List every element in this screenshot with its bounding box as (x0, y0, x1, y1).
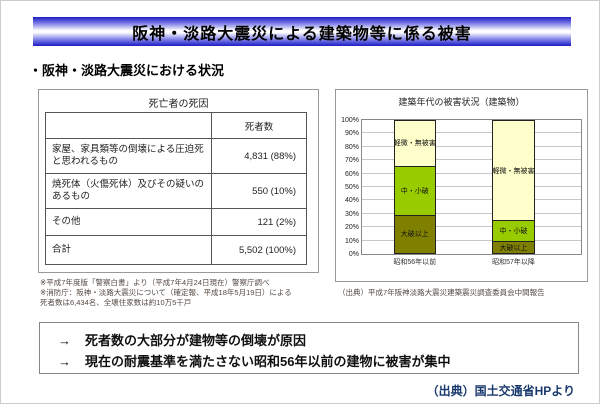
bar-segment: 軽微・無被害 (493, 121, 534, 220)
x-axis-category-label: 昭和57年以降 (492, 259, 535, 266)
table-footnotes: ※平成7年度版「警察白書」より（平成7年4月24日現在）警察庁調べ ※消防庁：阪神… (40, 278, 332, 308)
page-title: 阪神・淡路大震災による建築物等に係る被害 (132, 25, 472, 43)
gridline (362, 199, 581, 201)
conclusion-text: 現在の耐震基準を満たさない昭和56年以前の建物に被害が集中 (85, 354, 451, 369)
footnote-line: ※消防庁：阪神・淡路大震災について（確定報、平成18年5月19日）による (40, 288, 292, 298)
conclusion-text: 死者数の大部分が建物等の倒壊が原因 (85, 333, 307, 348)
footer-source: （出典）国土交通省HPより (426, 384, 575, 398)
y-axis-tick-label: 70% (344, 157, 359, 165)
table-row: その他 121 (2%) (45, 208, 307, 236)
cause-cell: その他 (45, 208, 212, 236)
gridline (362, 159, 581, 161)
death-table-title: 死亡者の死因 (148, 99, 209, 110)
y-axis-tick-label: 50% (344, 184, 359, 191)
death-cause-table: 死者数 家屋、家具類等の倒壊による圧迫死と思われるもの 4,831 (88%) 焼死… (45, 112, 307, 265)
deaths-value-cell: 121 (2%) (211, 208, 307, 236)
gridline (362, 186, 581, 187)
empty-header-cell (45, 112, 212, 139)
cause-cell: 家屋、家具類等の倒壊による圧迫死と思われるもの (45, 138, 212, 174)
bar-segment: 大破以上 (394, 214, 436, 253)
table-header-row: 死者数 (45, 112, 307, 139)
conclusion-line: → 死者数の大部分が建物等の倒壊が原因 (58, 330, 578, 351)
deaths-value-cell: 5,502 (100%) (211, 235, 307, 265)
table-row: 合計 5,502 (100%) (45, 235, 307, 265)
gridline (362, 212, 581, 214)
deaths-value-cell: 550 (10%) (211, 173, 307, 209)
bar-segment: 中・小破 (394, 165, 436, 215)
y-axis-tick-label: 30% (344, 210, 359, 218)
deaths-column-header: 死者数 (211, 112, 307, 139)
bar-segment: 大破以上 (493, 241, 534, 253)
gridline (362, 132, 581, 134)
death-cause-table-panel: 死亡者の死因 死者数 家屋、家具類等の倒壊による圧迫死と思われるもの 4,831 … (38, 89, 319, 273)
chart-title: 建築年代の被害状況（建築物） (398, 97, 525, 107)
bar-segment: 軽微・無被害 (394, 121, 436, 166)
table-row: 家屋、家具類等の倒壊による圧迫死と思われるもの 4,831 (88%) (45, 138, 307, 174)
y-axis-tick-label: 20% (344, 224, 359, 232)
damage-chart-panel: 建築年代の被害状況（建築物） 0% 10% 20% 30% 40% 50% 60% 70% 80… (335, 89, 588, 282)
y-axis-tick-label: 80% (344, 143, 359, 151)
section-heading: ・阪神・淡路大震災における状況 (29, 63, 225, 78)
arrow-icon: → (58, 333, 71, 348)
gridline (362, 145, 581, 147)
chart-source-caption: （出典）平成7年阪神淡路大震災建築震災調査委員会中間報告 (338, 288, 545, 297)
gridline (362, 226, 581, 228)
gridline (362, 239, 581, 241)
y-axis-tick-label: 100% (341, 117, 359, 124)
y-axis-tick-label: 10% (344, 237, 359, 245)
x-axis-category-label: 昭和56年以前 (393, 259, 437, 266)
cause-cell: 合計 (45, 235, 212, 265)
stacked-bar: 軽微・無被害 中・小破 大破以上 (393, 120, 437, 254)
footnote-line: 死者数は6,434名、全壊住家数は約10万5千戸 (40, 298, 192, 308)
gridline (362, 172, 581, 174)
y-axis-tick-label: 0% (348, 251, 359, 258)
cause-cell: 焼死体（火傷死体）及びその疑いのあるもの (45, 173, 212, 209)
bar-segment: 中・小破 (493, 220, 534, 242)
y-axis-tick-label: 40% (344, 197, 359, 205)
table-row: 焼死体（火傷死体）及びその疑いのあるもの 550 (10%) (45, 173, 307, 209)
arrow-icon: → (58, 354, 71, 369)
deaths-value-cell: 4,831 (88%) (211, 138, 307, 174)
footnote-line: ※平成7年度版「警察白書」より（平成7年4月24日現在）警察庁調べ (40, 278, 270, 287)
stacked-bar-chart: 0% 10% 20% 30% 40% 50% 60% 70% 80% 90% 100% 軽微・無被害中… (341, 117, 582, 266)
y-axis-tick-label: 90% (344, 130, 359, 138)
title-bar: 阪神・淡路大震災による建築物等に係る被害 (33, 17, 571, 46)
y-axis-tick-label: 60% (344, 170, 359, 178)
conclusion-box: → 死者数の大部分が建物等の倒壊が原因 → 現在の耐震基準を満たさない昭和56年以前の… (39, 322, 579, 374)
conclusion-line: → 現在の耐震基準を満たさない昭和56年以前の建物に被害が集中 (58, 351, 578, 372)
stacked-bar: 軽微・無被害 中・小破 大破以上 (492, 120, 535, 254)
